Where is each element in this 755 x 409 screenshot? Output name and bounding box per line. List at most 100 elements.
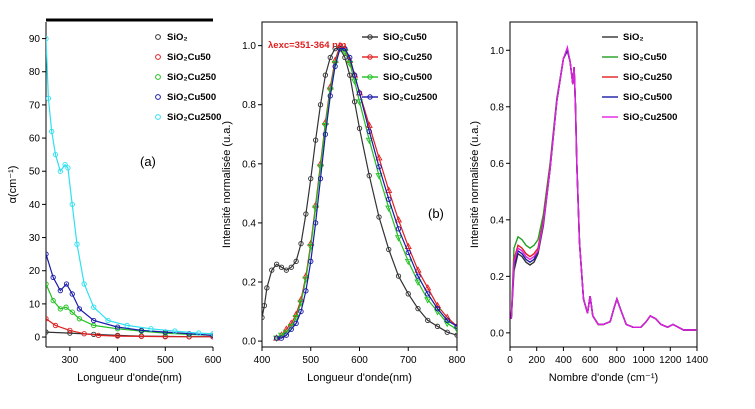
data-point [52,152,59,158]
data-point [298,240,304,247]
data-point [277,332,286,340]
data-point [282,325,290,332]
data-point [186,331,192,337]
series-line [46,253,213,336]
data-point [262,302,268,309]
data-point [415,305,421,312]
legend-entry: SiO₂Cu2500 [383,92,437,103]
data-point [327,93,333,99]
data-point [376,214,382,220]
data-point [50,297,56,304]
data-point [317,102,324,108]
y-tick-label: 1.0 [490,46,504,57]
series-line [262,48,457,336]
data-point [351,99,358,105]
x-tick-label: 400 [254,355,271,366]
x-axis-label: Longueur d'onde(nm) [307,372,412,384]
y-tick-label: 0.6 [242,159,256,170]
x-axis-label: Nombre d'onde (cm⁻¹) [549,372,658,384]
data-point [269,267,275,273]
y-tick-label: 0.4 [490,215,504,226]
series-5 [510,44,697,331]
y-tick-label: 70 [29,100,41,111]
data-point [76,316,83,322]
data-point [81,281,87,287]
plot-frame [509,21,698,348]
y-tick-label: 0.6 [490,159,504,170]
data-point [95,332,102,339]
y-tick-label: 0.2 [490,272,504,283]
data-point [76,306,83,312]
data-point [303,288,309,294]
data-point [453,326,457,334]
series-5 [46,35,213,337]
legend-marker [367,34,373,40]
data-point [91,322,97,329]
data-point [273,335,280,341]
x-tick-label: 500 [302,355,319,366]
legend-marker [155,114,161,120]
series-line [46,283,213,336]
data-point [91,317,97,324]
data-point [210,332,213,339]
data-point [148,326,154,332]
y-axis-label: Intensité normalisée (u.a.) [469,121,481,248]
data-point [414,279,422,286]
data-point [172,328,178,334]
chart-panel-3: 0 200 400 600 800 1000 1200 1400 0.0 0.2 0.4 0.6 0.8… [469,21,709,384]
legend-marker [155,34,161,40]
data-point [63,304,69,310]
data-point [105,317,111,324]
data-point [337,45,343,52]
data-point [351,72,358,78]
data-point [65,165,71,171]
data-point [283,267,290,273]
data-point [347,54,353,61]
data-point [57,168,63,174]
data-point [69,309,75,315]
data-point [52,322,59,329]
legend-entry: SiO₂Cu50 [383,32,427,43]
data-point [288,326,294,332]
legend-marker [367,54,373,60]
data-point [283,332,290,338]
y-tick-label: 80 [29,67,41,78]
data-point [434,323,441,329]
x-axis-label: Longueur d'onde(nm) [77,372,182,384]
data-point [355,99,364,106]
data-point [46,95,52,101]
data-point [327,54,333,61]
data-point [210,331,213,337]
data-point [308,175,314,182]
data-point [336,41,344,49]
x-tick-label: 1200 [659,355,682,366]
x-tick-label: 1400 [686,355,709,366]
data-point [114,324,121,330]
data-point [303,211,309,217]
data-point [395,226,402,232]
data-point [366,172,372,179]
data-point [376,164,382,170]
x-tick-label: 500 [157,355,174,366]
data-point [312,137,319,143]
data-point [443,320,451,328]
y-tick-label: 50 [29,167,41,178]
data-point [385,186,393,193]
data-point [375,173,383,180]
y-tick-label: 30 [29,233,41,244]
data-point [365,137,373,145]
series-2 [273,41,457,341]
data-point [444,317,450,324]
x-tick-label: 600 [582,355,599,366]
data-point [50,274,56,281]
x-tick-label: 700 [400,355,417,366]
data-point [342,45,348,52]
data-point [278,335,285,341]
data-point [312,220,319,226]
legend-marker [155,54,161,60]
y-tick-label: 1.0 [242,41,256,52]
legend-entry: SiO₂Cu250 [383,52,432,63]
data-point [433,309,442,316]
data-point [69,291,75,297]
